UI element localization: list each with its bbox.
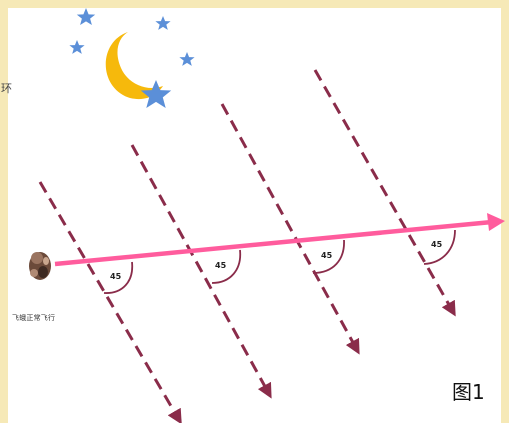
angle-arc-4	[423, 229, 456, 265]
moon-icon	[105, 32, 163, 100]
light-ray-1	[38, 181, 182, 423]
angle-label-3: 45	[321, 251, 333, 260]
figure-panel	[8, 8, 501, 423]
star-icon	[179, 52, 195, 66]
star-icon	[76, 8, 96, 25]
star-icon	[140, 80, 172, 108]
light-ray-2	[130, 144, 272, 399]
angle-arc-2	[211, 249, 242, 284]
light-rays	[38, 69, 456, 423]
light-ray-4	[313, 69, 456, 317]
moth-caption: 飞蛾正常飞行	[12, 314, 56, 322]
light-ray-3	[220, 103, 360, 355]
flight-arrowhead	[487, 213, 505, 231]
angle-label-2: 45	[215, 261, 227, 270]
angle-arc-3	[312, 239, 345, 274]
angle-arc-1	[103, 261, 134, 294]
angle-label-1: 45	[110, 272, 122, 281]
stars	[69, 8, 195, 108]
flight-path	[54, 213, 505, 267]
angle-arcs	[103, 229, 456, 294]
star-icon	[69, 40, 85, 54]
star-icon	[155, 16, 171, 30]
figure-label: 图1	[452, 380, 485, 404]
moth-icon	[29, 252, 51, 280]
cropped-edge-text: 环	[1, 82, 12, 95]
angle-label-4: 45	[431, 240, 443, 249]
